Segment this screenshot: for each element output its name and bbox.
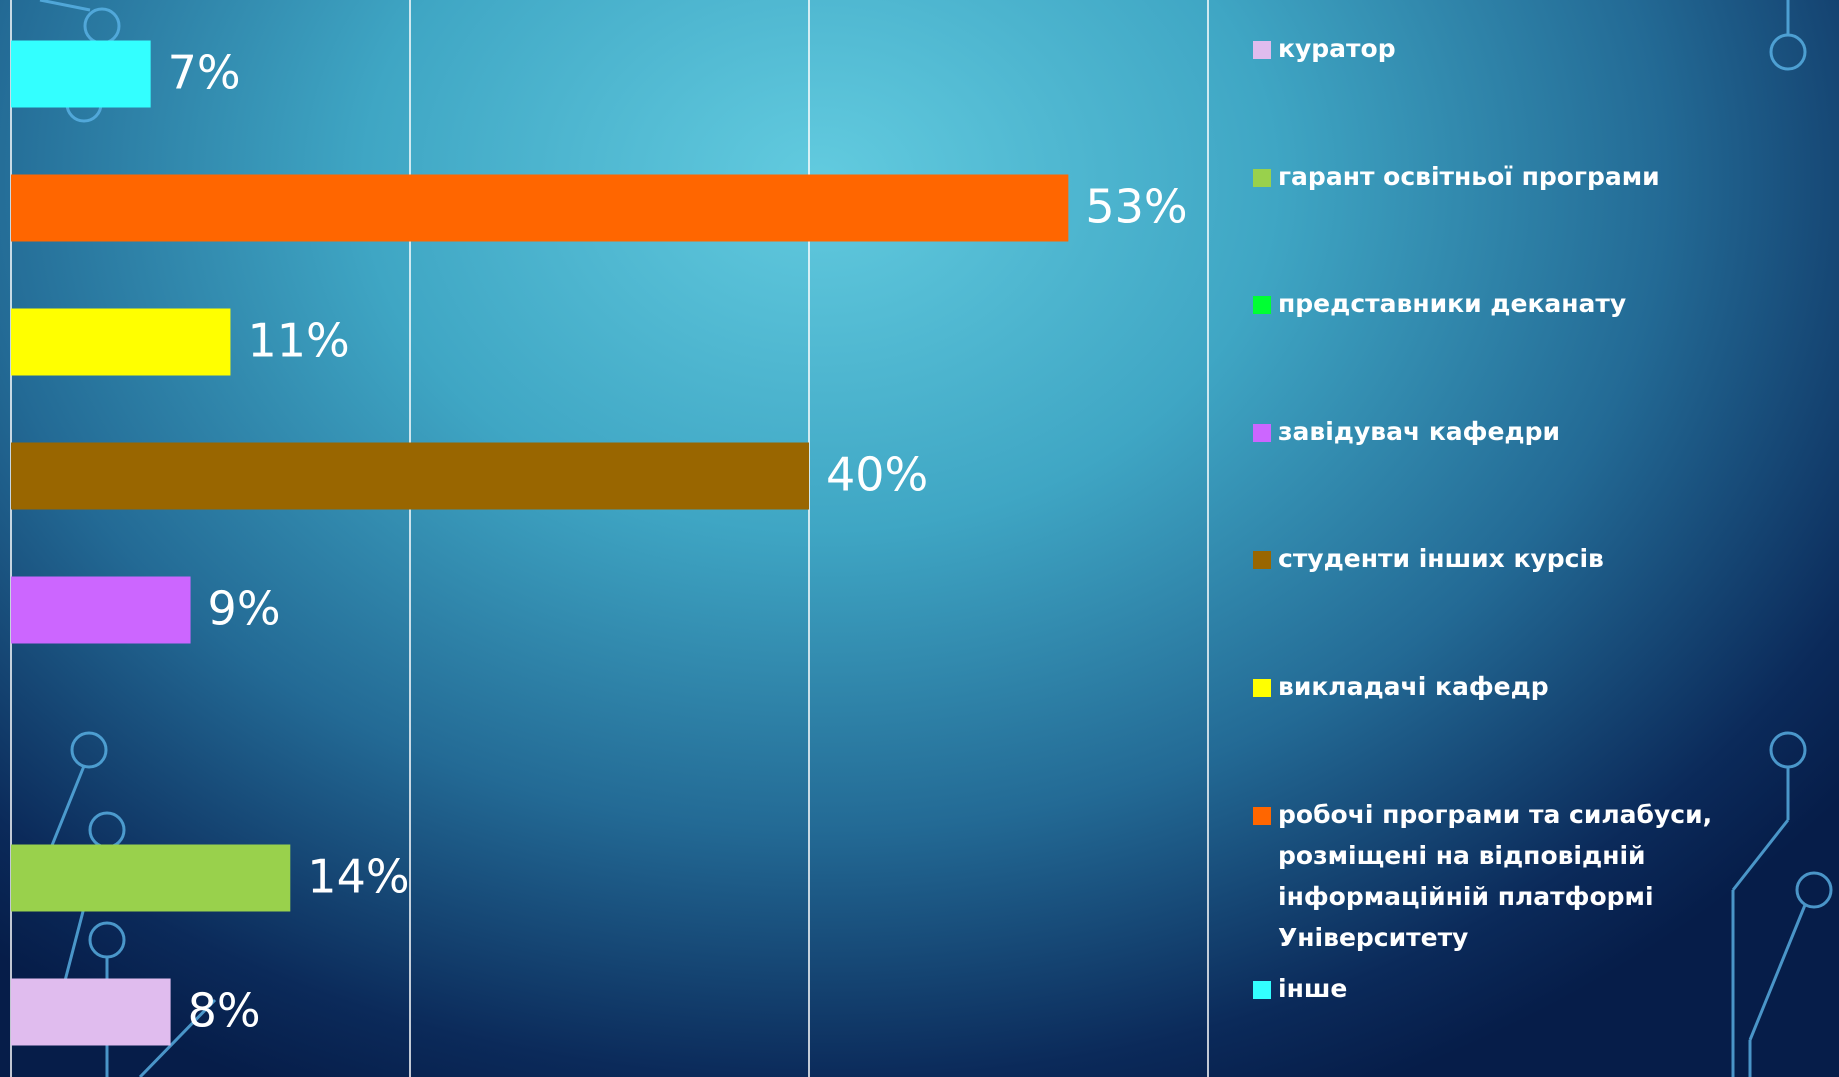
legend-swatch	[1253, 423, 1271, 442]
legend-label: студенти інших курсів	[1278, 544, 1604, 574]
bar	[11, 174, 1069, 242]
data-label: 8%	[188, 984, 261, 1038]
bar	[11, 40, 151, 108]
legend-label: робочі програми та силабуси, розміщені н…	[1278, 799, 1713, 952]
legend-swatch	[1253, 296, 1271, 315]
legend-swatch	[1253, 41, 1271, 59]
data-label: 7%	[168, 46, 241, 100]
data-label: 53%	[1085, 180, 1187, 234]
bar	[11, 844, 291, 912]
legend-label: завідувач кафедри	[1278, 416, 1561, 446]
legend-swatch	[1253, 168, 1271, 187]
data-label: 14%	[307, 850, 409, 904]
legend-label: гарант освітньої програми	[1278, 161, 1660, 191]
bar	[11, 576, 191, 644]
legend-swatch	[1253, 980, 1271, 999]
data-label: 11%	[247, 314, 349, 368]
legend-swatch	[1253, 679, 1271, 697]
bar	[11, 442, 809, 510]
legend-swatch	[1253, 551, 1271, 570]
legend-swatch	[1253, 806, 1271, 825]
bar	[11, 308, 231, 376]
legend-label: інше	[1278, 973, 1348, 1003]
data-label: 9%	[208, 582, 281, 636]
legend-label: представники деканату	[1278, 289, 1627, 319]
data-label: 40%	[826, 448, 928, 502]
legend-label: викладачі кафедр	[1278, 672, 1549, 701]
bar	[11, 978, 171, 1046]
legend-label: куратор	[1278, 34, 1396, 63]
